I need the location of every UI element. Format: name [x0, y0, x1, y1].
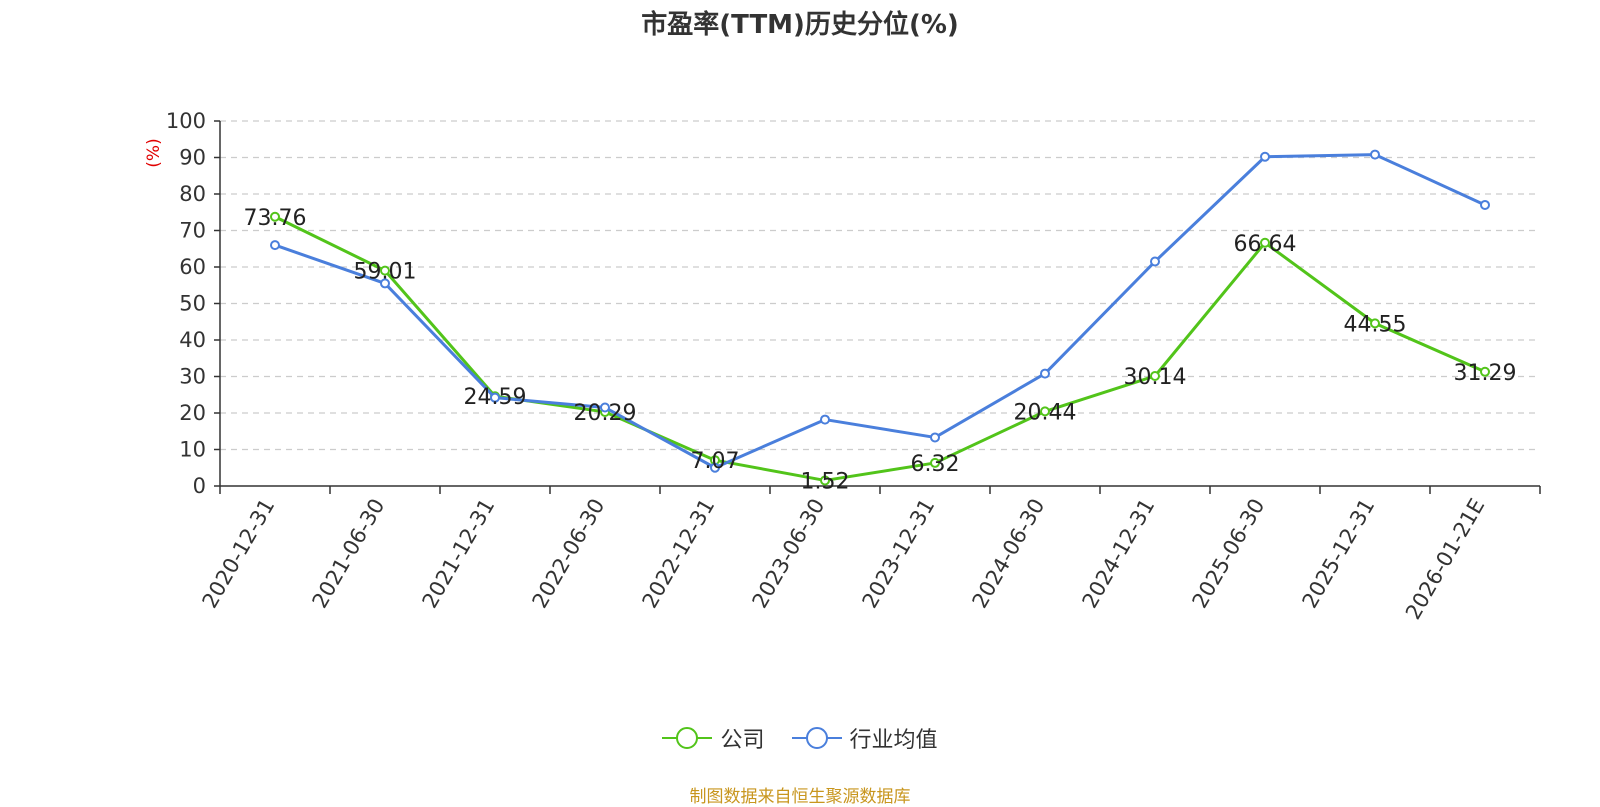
series-line-1: [274, 153, 1486, 470]
data-label: 20.29: [574, 401, 637, 426]
legend-item-industry-average[interactable]: 行业均值: [791, 722, 938, 754]
legend: 公司 行业均值: [0, 722, 1600, 756]
x-tick-label: 2025-12-31: [1298, 495, 1380, 613]
data-label: 66.64: [1234, 232, 1297, 257]
data-point: [1370, 318, 1380, 329]
y-tick-label: 0: [193, 474, 206, 498]
source-note: 制图数据来自恒生聚源数据库: [689, 787, 911, 807]
data-point: [600, 402, 610, 413]
y-tick-label: 60: [179, 255, 206, 279]
x-tick-label: 2023-12-31: [858, 495, 940, 613]
x-tick-label: 2021-12-31: [418, 495, 500, 613]
data-point: [380, 265, 390, 276]
data-point: [710, 462, 720, 473]
y-tick-label: 100: [166, 109, 206, 133]
data-label: 30.14: [1124, 365, 1187, 390]
data-point: [1480, 366, 1490, 377]
x-tick-label: 2024-12-31: [1078, 495, 1160, 613]
data-label: 6.32: [911, 452, 960, 477]
data-point: [930, 432, 940, 443]
y-tick-label: 40: [179, 328, 206, 352]
data-label: 44.55: [1344, 312, 1407, 337]
data-point: [1150, 256, 1160, 267]
legend-line-circle-icon: [791, 727, 842, 749]
y-tick-label: 70: [179, 219, 206, 243]
data-point: [270, 211, 280, 222]
data-point: [820, 475, 830, 486]
x-tick-label: 2025-06-30: [1188, 495, 1270, 613]
x-tick-label: 2024-06-30: [968, 495, 1050, 613]
data-label: 20.44: [1014, 400, 1077, 425]
data-point: [1260, 151, 1270, 162]
y-axis-label: (%): [144, 138, 164, 167]
data-label: 24.59: [464, 385, 527, 410]
y-tick-label: 10: [179, 438, 206, 462]
y-tick-label: 50: [179, 292, 206, 316]
data-label: 7.07: [691, 449, 740, 474]
legend-item-company[interactable]: 公司: [662, 722, 765, 754]
data-point: [930, 457, 940, 468]
data-point: [1370, 149, 1380, 160]
data-labels: 73.76 59.01 24.59 20.29 7.07 1.52 6.32 20.44 30.…: [244, 206, 1517, 495]
data-point: [1150, 370, 1160, 381]
legend-label: 公司: [720, 728, 765, 753]
data-point: [820, 414, 830, 425]
data-label: 73.76: [244, 206, 307, 231]
y-tick-label: 90: [179, 146, 206, 170]
data-point: [270, 240, 280, 251]
series-line-0: [274, 215, 1486, 482]
data-point: [1260, 237, 1270, 248]
y-tick-label: 30: [179, 365, 206, 389]
x-tick-label: 2021-06-30: [308, 495, 390, 613]
data-point: [490, 392, 500, 403]
data-point: [380, 278, 390, 289]
data-point: [1040, 368, 1050, 379]
x-tick-label: 2026-01-21E: [1401, 495, 1489, 624]
x-tick-label: 2023-06-30: [748, 495, 830, 613]
legend-line-circle-icon: [662, 727, 713, 749]
chart-title: 市盈率(TTM)历史分位(%): [641, 10, 959, 40]
y-tick-label: 80: [179, 182, 206, 206]
x-tick-label: 2022-12-31: [638, 495, 720, 613]
x-tick-label: 2022-06-30: [528, 495, 610, 613]
axes: 0 10 20 30 40 50 60 70 80 90 100 2020-12-31 2021-06-…: [166, 109, 1541, 624]
data-label: 1.52: [801, 469, 850, 494]
data-label: 59.01: [354, 260, 417, 285]
y-tick-label: 20: [179, 401, 206, 425]
grid-lines: [220, 120, 1540, 451]
data-point: [1040, 406, 1050, 417]
data-point: [1480, 199, 1490, 210]
x-tick-label: 2020-12-31: [198, 495, 280, 613]
legend-label: 行业均值: [849, 728, 938, 753]
series-lines: [270, 149, 1490, 486]
data-label: 31.29: [1454, 361, 1517, 386]
